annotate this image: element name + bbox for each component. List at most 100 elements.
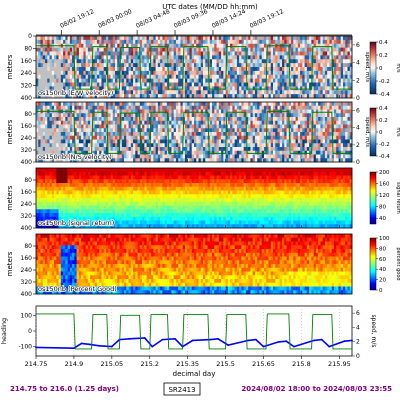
heatmap-cell (38, 209, 41, 214)
heatmap-cell (178, 150, 181, 155)
heatmap-cell (241, 59, 244, 64)
heatmap-cell (214, 74, 217, 79)
heatmap-cell (225, 82, 229, 87)
heatmap-cell (63, 55, 66, 60)
heatmap-cell (115, 154, 118, 159)
heatmap-cell (322, 124, 326, 129)
heatmap-cell (171, 74, 174, 79)
heatmap-cell (259, 55, 263, 60)
heatmap-cell (110, 128, 114, 133)
heatmap-cell (36, 183, 39, 188)
heatmap-cell (105, 94, 109, 99)
heatmap-cell (209, 78, 213, 83)
heatmap-cell (182, 74, 186, 79)
heatmap-cell (245, 90, 249, 95)
heatmap-cell (78, 143, 82, 148)
heatmap-cell (313, 74, 317, 79)
heatmap-cell (286, 36, 290, 41)
heatmap-cell (146, 67, 150, 72)
heatmap-cell (142, 158, 145, 163)
heatmap-cell (189, 117, 193, 122)
heatmap-cell (189, 128, 193, 133)
heatmap-cell (126, 113, 129, 118)
heatmap-cell (218, 113, 222, 118)
heatmap-cell (130, 74, 134, 79)
heatmap-cell (329, 135, 332, 140)
heatmap-cell (178, 105, 181, 110)
heatmap-cell (81, 190, 84, 195)
heatmap-cell (182, 143, 186, 148)
heatmap-cell (223, 143, 226, 148)
heatmap-cell (119, 124, 123, 129)
heatmap-cell (160, 120, 163, 125)
heatmap-cell (157, 120, 161, 125)
heatmap-cell (128, 51, 132, 56)
heatmap-cell (69, 82, 73, 87)
heatmap-cell (259, 102, 263, 107)
heatmap-cell (270, 70, 274, 76)
heatmap-cell (218, 94, 222, 99)
heatmap-cell (306, 113, 310, 118)
heatmap-cell (200, 67, 204, 72)
heatmap-cell (227, 150, 231, 155)
heatmap-cell (302, 120, 305, 125)
heatmap-cell (324, 117, 328, 122)
heatmap-cell (257, 74, 260, 79)
heatmap-cell (178, 154, 181, 159)
heatmap-cell (74, 213, 77, 218)
heatmap-cell (85, 124, 89, 129)
heatmap-cell (153, 47, 156, 52)
heatmap-cell (209, 59, 213, 64)
heatmap-cell (36, 63, 39, 68)
heatmap-cell (207, 90, 211, 95)
heatmap-cell (94, 105, 98, 110)
heatmap-cell (117, 86, 120, 91)
heatmap-cell (318, 55, 321, 60)
heatmap-cell (327, 67, 330, 72)
heatmap-cell (221, 47, 224, 52)
heatmap-cell (198, 132, 202, 137)
heatmap-cell (189, 43, 193, 48)
heatmap-cell (90, 171, 93, 176)
heatmap-cell (81, 175, 84, 180)
heatmap-cell (221, 105, 224, 110)
heatmap-cell (85, 51, 89, 56)
heatmap-cell (309, 132, 312, 137)
heatmap-cell (275, 105, 278, 110)
heatmap-cell (248, 47, 251, 52)
heatmap-cell (261, 70, 265, 76)
heatmap-cell (96, 51, 100, 56)
heatmap-cell (288, 154, 292, 159)
heatmap-cell (101, 82, 105, 87)
heatmap-cell (92, 154, 95, 159)
heatmap-cell (245, 94, 249, 99)
heatmap-cell (216, 86, 220, 91)
heatmap-cell (51, 47, 55, 52)
heatmap-cell (187, 113, 190, 118)
heatmap-cell (218, 120, 222, 125)
heatmap-cell (115, 139, 118, 144)
heatmap-cell (94, 94, 98, 99)
heatmap-cell (189, 70, 193, 76)
speed-overlay-line (36, 45, 352, 90)
heatmap-cell (133, 51, 136, 56)
heatmap-cell (302, 74, 305, 79)
heatmap-cell (166, 39, 170, 45)
heatmap-cell (311, 82, 314, 87)
heatmap-cell (266, 94, 269, 99)
heatmap-cell (115, 86, 118, 91)
heatmap-cell (137, 36, 141, 41)
heatmap-cell (311, 39, 314, 45)
heatmap-cell (101, 39, 105, 45)
heatmap-cell (63, 128, 66, 133)
heatmap-cell (245, 113, 249, 118)
heatmap-cell (309, 102, 312, 107)
heatmap-cell (169, 109, 172, 114)
heatmap-cell (81, 168, 84, 173)
heatmap-cell (63, 86, 66, 91)
heatmap-cell (180, 59, 184, 64)
heatmap-cell (205, 139, 208, 144)
heatmap-cell (275, 102, 278, 107)
heatmap-cell (178, 102, 181, 107)
heatmap-cell (194, 105, 197, 110)
